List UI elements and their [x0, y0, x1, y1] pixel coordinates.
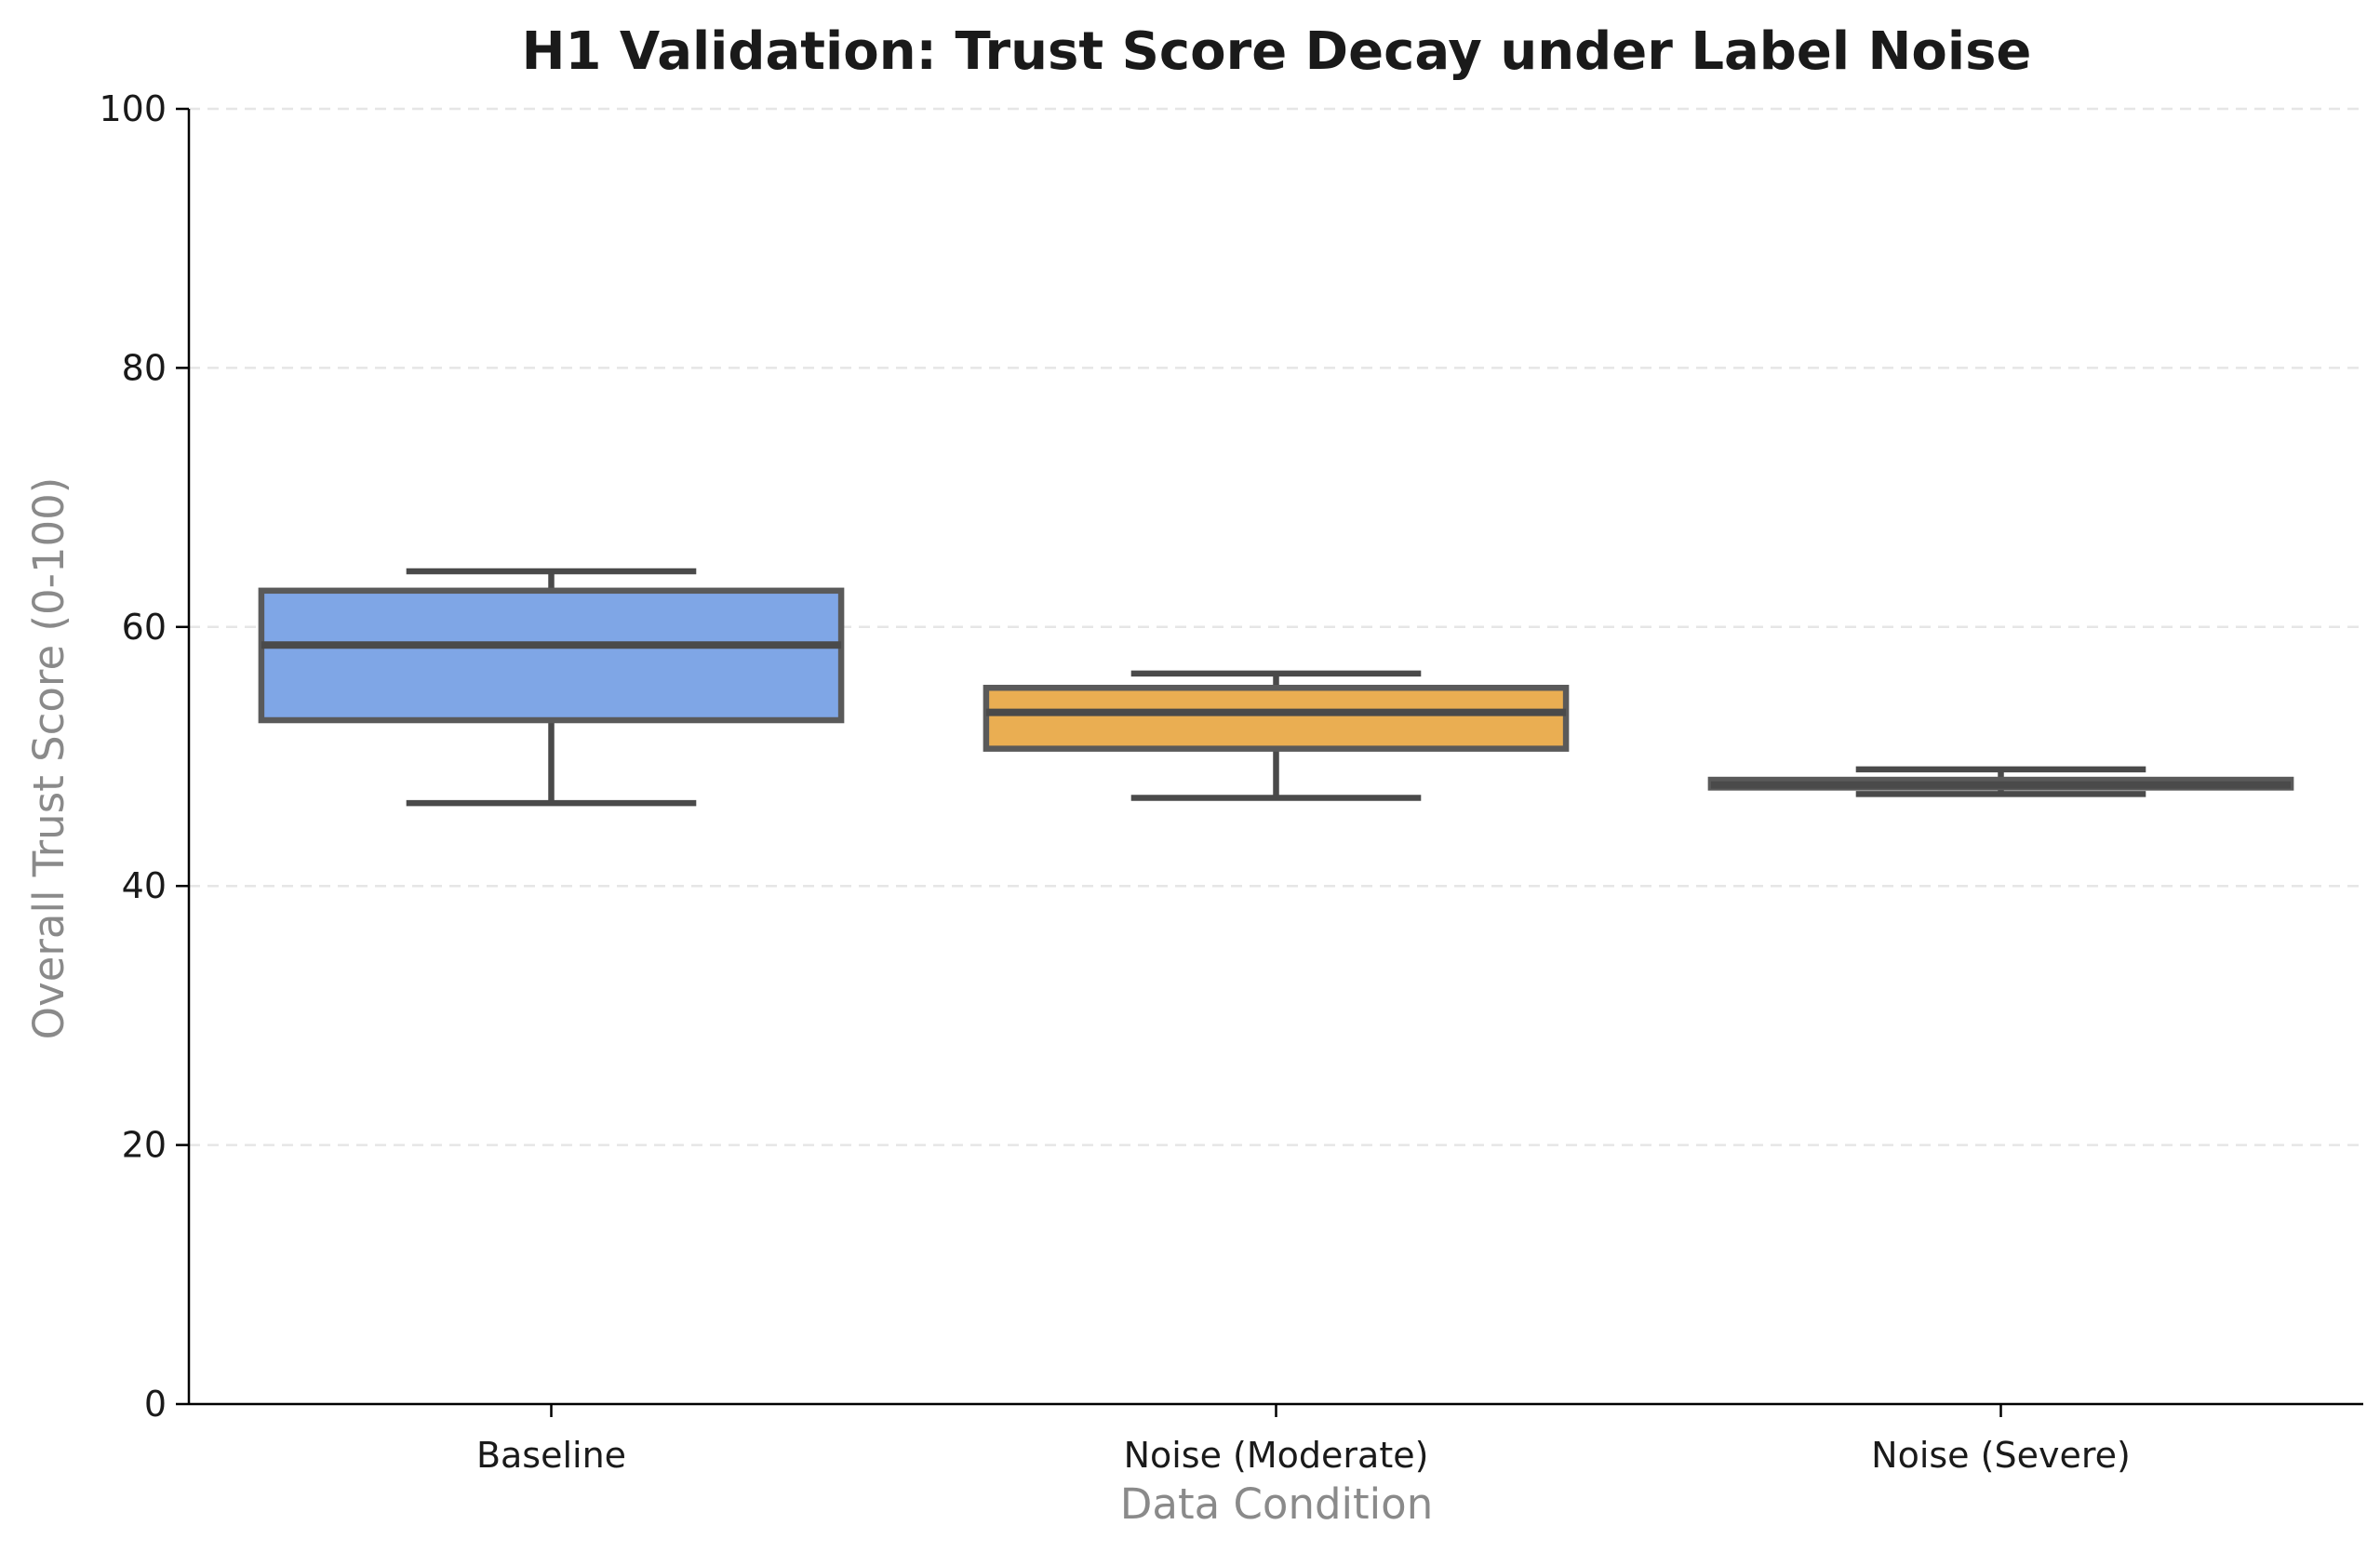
x-axis-label: Data Condition: [1120, 1479, 1434, 1529]
x-tick-label: Baseline: [476, 1435, 626, 1476]
y-tick-label: 80: [122, 347, 167, 388]
box-group: [983, 670, 1570, 801]
box-series: [258, 568, 2294, 807]
x-tick-label: Noise (Severe): [1871, 1435, 2131, 1476]
x-tick-label: Noise (Moderate): [1124, 1435, 1429, 1476]
axes: 0 20 40 60 80 100 Baseline Noise (Moderate) Nois…: [99, 88, 2363, 1476]
y-tick-label: 40: [122, 865, 167, 906]
box-group: [258, 568, 845, 807]
y-tick-label: 0: [144, 1384, 167, 1425]
y-axis-label: Overall Trust Score (0-100): [24, 477, 74, 1040]
y-tick-label: 100: [99, 88, 167, 129]
box-iqr: [983, 684, 1570, 752]
chart-title: H1 Validation: Trust Score Decay under L…: [522, 21, 2032, 82]
box-iqr: [258, 587, 845, 724]
y-tick-label: 20: [122, 1125, 167, 1166]
box-group: [1707, 766, 2294, 797]
y-tick-label: 60: [122, 607, 167, 648]
